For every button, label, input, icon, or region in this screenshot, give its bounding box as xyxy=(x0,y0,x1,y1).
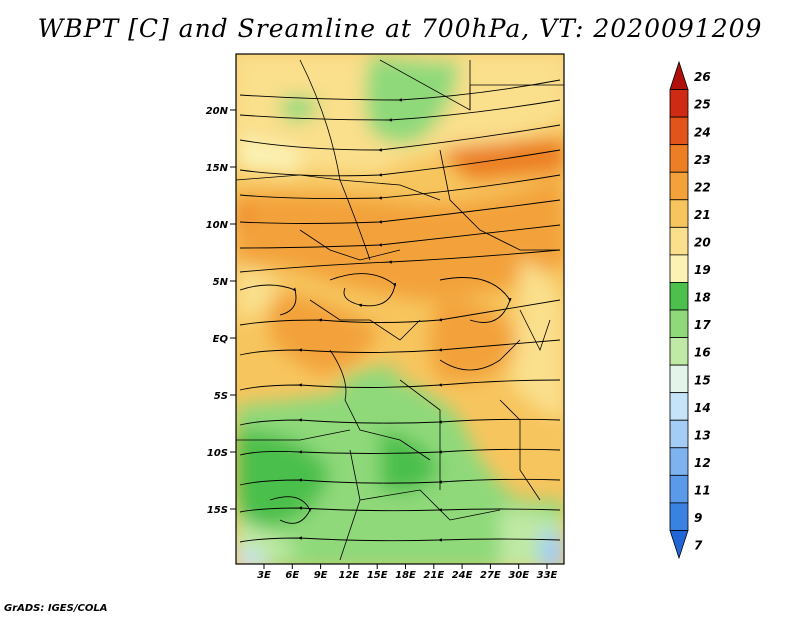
lon-label: 6E xyxy=(285,570,299,581)
lat-label: EQ xyxy=(213,334,229,345)
lon-label: 18E xyxy=(395,570,416,581)
credit-text: GrADS: IGES/COLA xyxy=(4,603,108,614)
latitude-axis: 20N 15N 10N 5N EQ 5S 10S 15S xyxy=(206,106,236,516)
chart-title: WBPT [C] and Sreamline at 700hPa, VT: 20… xyxy=(37,14,763,43)
colorbar-label: 9 xyxy=(694,511,702,525)
colorbar-box xyxy=(669,254,689,283)
colorbar-cap-bottom xyxy=(669,530,689,560)
lat-label: 10N xyxy=(206,220,229,231)
colorbar-box xyxy=(669,474,689,504)
colorbar-label: 15 xyxy=(694,373,711,387)
colorbar-label: 21 xyxy=(694,208,711,222)
lat-label: 10S xyxy=(207,448,228,459)
lat-label: 5N xyxy=(213,277,229,288)
colorbar-box xyxy=(669,199,689,228)
colorbar-box xyxy=(669,171,689,201)
colorbar-label: 18 xyxy=(694,291,711,305)
colorbar-box xyxy=(669,392,689,421)
colorbar-label: 11 xyxy=(694,483,711,497)
colorbar-box xyxy=(669,144,689,173)
country-borders xyxy=(236,59,564,561)
colorbar-box xyxy=(669,337,689,366)
colorbar-label: 13 xyxy=(694,428,711,442)
colorbar-box xyxy=(669,116,689,146)
longitude-axis: 3E 6E 9E 12E 15E 18E 21E 24E 27E 30E 33E xyxy=(257,564,558,581)
lon-label: 9E xyxy=(314,570,328,581)
colorbar-box xyxy=(669,419,689,449)
lat-label: 15S xyxy=(207,505,228,516)
lat-label: 20N xyxy=(206,106,229,117)
lon-label: 30E xyxy=(508,570,529,581)
colorbar-box xyxy=(669,364,689,394)
colorbar-label: 19 xyxy=(694,263,711,277)
streamlines xyxy=(239,79,561,543)
colorbar-label: 17 xyxy=(694,318,711,332)
lon-label: 15E xyxy=(367,570,388,581)
colorbar-label: 20 xyxy=(694,235,711,249)
lat-label: 5S xyxy=(214,391,228,402)
lon-label: 3E xyxy=(257,570,271,581)
lat-label: 15N xyxy=(206,163,229,174)
lon-label: 12E xyxy=(339,570,360,581)
colorbar-box xyxy=(669,502,689,531)
colorbar: 26 25 24 23 22 21 20 19 18 17 16 15 14 13 12 11 9 7 xyxy=(669,60,711,560)
lon-label: 24E xyxy=(452,570,473,581)
colorbar-box xyxy=(669,282,689,311)
wbpt-shading xyxy=(236,54,564,564)
colorbar-label: 7 xyxy=(694,539,703,553)
colorbar-box xyxy=(669,447,689,476)
colorbar-label: 23 xyxy=(694,153,711,167)
colorbar-label: 14 xyxy=(694,401,711,415)
colorbar-label: 12 xyxy=(694,456,711,470)
lon-label: 21E xyxy=(423,570,444,581)
colorbar-label: 22 xyxy=(694,180,711,194)
colorbar-label: 25 xyxy=(694,98,711,112)
colorbar-box xyxy=(669,89,689,118)
colorbar-label: 26 xyxy=(694,70,711,84)
lon-label: 27E xyxy=(480,570,501,581)
colorbar-label: 24 xyxy=(694,125,711,139)
colorbar-cap-top xyxy=(669,60,689,90)
colorbar-box xyxy=(669,309,689,338)
map-frame xyxy=(235,53,565,565)
lon-label: 33E xyxy=(537,570,558,581)
colorbar-box xyxy=(669,226,689,256)
colorbar-label: 16 xyxy=(694,346,711,360)
